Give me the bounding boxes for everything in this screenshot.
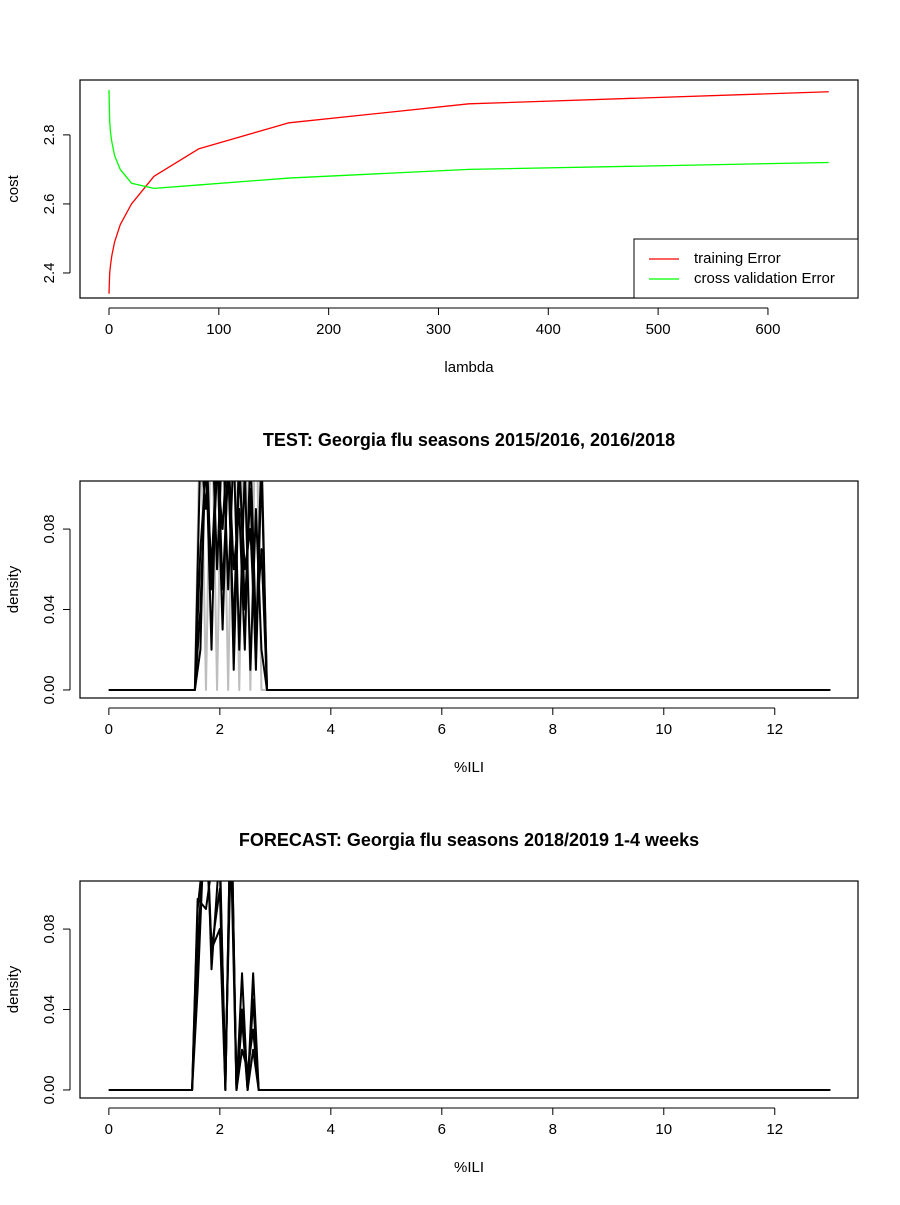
series-line (108, 881, 831, 1091)
plot-frame (79, 880, 859, 1099)
y-tick-label: 2.8 (41, 124, 58, 145)
x-tick-label: 4 (327, 1121, 335, 1138)
y-tick-label: 0.08 (41, 914, 58, 943)
series-line (108, 89, 829, 190)
x-tick-label: 12 (766, 1121, 783, 1138)
x-tick-label: 10 (655, 1121, 672, 1138)
x-tick-label: 8 (549, 1121, 557, 1138)
x-tick-label: 300 (426, 321, 451, 338)
x-tick-label: 100 (206, 321, 231, 338)
x-tick-label: 600 (755, 321, 780, 338)
plot-frame (79, 79, 859, 299)
x-tick-label: 200 (316, 321, 341, 338)
x-tick-label: 10 (655, 721, 672, 738)
series-line (108, 881, 831, 1091)
series-line (108, 481, 831, 691)
y-axis-label: cost (5, 174, 22, 202)
plot-area (108, 881, 831, 1091)
x-tick-label: 12 (766, 721, 783, 738)
x-axis-label: lambda (444, 359, 494, 376)
x-tick-label: 500 (646, 321, 671, 338)
legend-label: cross validation Error (694, 270, 835, 287)
y-tick-label: 0.00 (41, 675, 58, 704)
chart-title: TEST: Georgia flu seasons 2015/2016, 201… (263, 430, 675, 450)
x-tick-label: 0 (105, 1121, 113, 1138)
x-tick-label: 6 (438, 721, 446, 738)
x-tick-label: 6 (438, 1121, 446, 1138)
plot-area (108, 481, 831, 691)
legend-box (633, 238, 859, 299)
plot-frame (79, 480, 859, 699)
x-axis-label: %ILI (454, 1159, 484, 1176)
plot-area (108, 89, 829, 294)
x-tick-label: 0 (105, 321, 113, 338)
series-line (108, 91, 829, 294)
y-tick-label: 0.04 (41, 595, 58, 624)
y-tick-label: 2.4 (41, 263, 58, 284)
chart-title: FORECAST: Georgia flu seasons 2018/2019 … (239, 830, 699, 850)
y-tick-label: 0.04 (41, 995, 58, 1024)
x-tick-label: 400 (536, 321, 561, 338)
x-tick-label: 8 (549, 721, 557, 738)
y-axis-label: density (5, 565, 22, 613)
y-tick-label: 0.00 (41, 1075, 58, 1104)
x-tick-label: 2 (216, 721, 224, 738)
y-tick-label: 0.08 (41, 514, 58, 543)
y-axis-label: density (5, 965, 22, 1013)
x-tick-label: 4 (327, 721, 335, 738)
x-tick-label: 0 (105, 721, 113, 738)
x-tick-label: 2 (216, 1121, 224, 1138)
x-axis-label: %ILI (454, 759, 484, 776)
legend-label: training Error (694, 250, 781, 267)
y-tick-label: 2.6 (41, 194, 58, 215)
